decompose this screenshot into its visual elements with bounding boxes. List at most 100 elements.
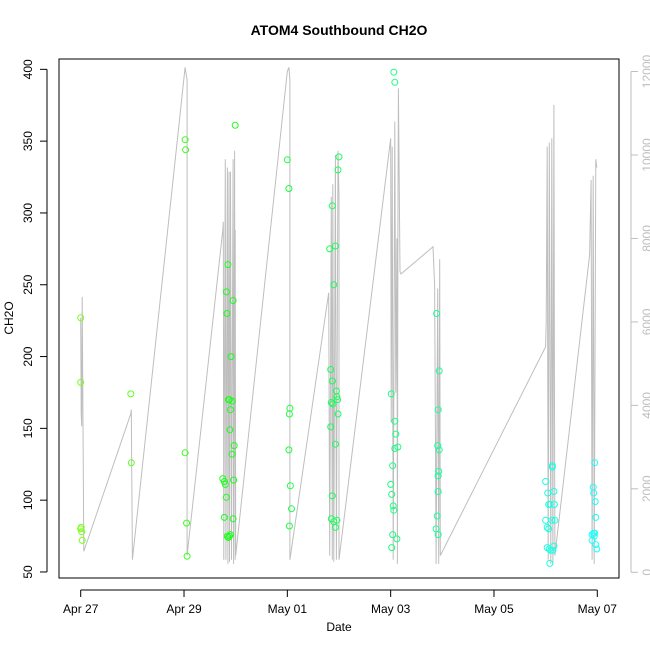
- data-point-56: [333, 393, 341, 401]
- data-point-49: [327, 423, 335, 431]
- data-point-3: [77, 523, 85, 531]
- data-point-75: [389, 462, 397, 470]
- data-point-120: [593, 545, 601, 553]
- data-point-50: [327, 399, 335, 406]
- data-point-44: [288, 505, 295, 513]
- y-axis-title: CH2O: [2, 301, 16, 334]
- data-point-21: [226, 426, 234, 434]
- data-point-9: [182, 146, 190, 154]
- data-point-45: [326, 245, 334, 253]
- data-point-119: [592, 541, 600, 549]
- data-point-30: [220, 513, 228, 521]
- data-point-103: [545, 525, 553, 533]
- data-point-61: [328, 492, 336, 500]
- data-point-102: [543, 523, 551, 531]
- y2-axis: 0 2000 4000 6000 8000 10000 12000: [630, 55, 650, 576]
- data-point-108: [549, 546, 557, 554]
- data-point-110: [546, 559, 554, 567]
- data-point-84: [434, 442, 442, 450]
- data-point-70: [388, 490, 396, 498]
- data-point-91: [434, 531, 442, 539]
- data-point-54: [331, 440, 339, 448]
- data-point-18: [224, 261, 232, 269]
- data-point-113: [591, 459, 599, 467]
- data-point-99: [550, 501, 558, 508]
- y2-tick-label: 0: [640, 569, 650, 576]
- plot-area: [58, 58, 620, 579]
- data-point-80: [388, 544, 396, 552]
- data-point-71: [389, 502, 397, 510]
- data-point-25: [228, 397, 236, 405]
- data-point-121: [588, 536, 596, 544]
- data-point-47: [327, 366, 335, 373]
- y2-tick-label: 2000: [640, 475, 650, 502]
- data-point-111: [589, 483, 597, 491]
- data-point-43: [285, 522, 293, 530]
- data-point-39: [285, 446, 293, 454]
- y2-tick-label: 10000: [640, 138, 650, 172]
- data-point-23: [227, 353, 235, 361]
- data-point-11: [183, 519, 191, 527]
- data-point-112: [590, 489, 598, 497]
- y-tick-label: 350: [21, 131, 35, 151]
- y2-tick-label: 4000: [640, 392, 650, 419]
- data-point-46: [328, 202, 336, 210]
- x-tick-label: Apr 27: [63, 602, 99, 616]
- y-axis: 50 100 150 200 250 300 350 400: [21, 59, 48, 579]
- data-point-73: [391, 417, 399, 425]
- data-point-52: [330, 281, 338, 289]
- data-point-82: [435, 367, 443, 375]
- y2-tick-label: 8000: [640, 225, 650, 252]
- data-point-66: [390, 68, 398, 76]
- data-point-4: [78, 528, 86, 536]
- data-point-67: [391, 78, 399, 86]
- data-point-100: [551, 516, 559, 524]
- data-point-29: [231, 121, 239, 129]
- data-point-109: [550, 542, 558, 550]
- data-point-42: [286, 482, 294, 490]
- data-point-48: [328, 377, 336, 385]
- y-tick-label: 250: [21, 274, 35, 294]
- data-point-85: [435, 467, 443, 475]
- data-point-92: [542, 478, 550, 485]
- data-point-104: [548, 516, 556, 524]
- x-tick-label: May 01: [268, 602, 308, 616]
- data-point-5: [78, 536, 86, 544]
- data-point-27: [230, 476, 238, 484]
- data-point-6: [127, 390, 135, 398]
- y-tick-label: 200: [21, 346, 35, 366]
- y-tick-label: 50: [21, 565, 35, 579]
- data-point-51: [329, 400, 337, 408]
- x-tick-label: May 05: [474, 602, 514, 616]
- data-point-79: [393, 535, 401, 543]
- x-tick-label: Apr 29: [166, 602, 202, 616]
- data-point-14: [220, 478, 228, 485]
- data-point-74: [392, 430, 400, 438]
- data-point-36: [229, 515, 237, 523]
- y-tick-label: 150: [21, 418, 35, 438]
- data-point-57: [334, 396, 341, 404]
- data-point-68: [387, 390, 395, 398]
- data-point-86: [434, 472, 442, 480]
- data-point-114: [591, 498, 599, 506]
- data-point-58: [334, 410, 342, 418]
- altitude-series-line: [80, 67, 598, 564]
- y-tick-label: 100: [21, 490, 35, 510]
- data-point-1: [77, 378, 85, 386]
- data-point-72: [390, 506, 398, 514]
- data-point-34: [226, 532, 233, 540]
- data-point-22: [227, 406, 234, 414]
- data-point-60: [335, 153, 343, 161]
- data-point-115: [592, 513, 600, 521]
- data-point-26: [229, 297, 237, 304]
- data-point-59: [334, 166, 342, 174]
- data-point-16: [222, 288, 230, 296]
- data-point-69: [387, 480, 395, 488]
- chart-title: ATOM4 Southbound CH2O: [251, 22, 428, 38]
- x-axis-title: Date: [326, 620, 352, 634]
- data-point-77: [394, 443, 402, 451]
- y-tick-label: 400: [21, 59, 35, 79]
- data-point-17: [223, 310, 231, 317]
- data-point-64: [331, 523, 339, 531]
